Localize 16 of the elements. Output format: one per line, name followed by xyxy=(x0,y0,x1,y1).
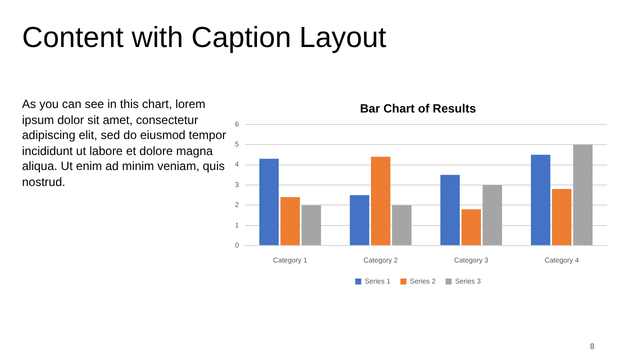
bar xyxy=(370,156,390,246)
bar xyxy=(302,205,321,246)
bar xyxy=(573,144,593,246)
bar xyxy=(461,209,481,246)
bar xyxy=(440,174,460,246)
bar xyxy=(350,195,370,246)
text: As you can see in this chart, lorem ipsum dolor sit amet, consectetur adipiscing elit, sed do eiusmod tempor incididunt ut labore et dolore magna aliqua. Ut enim ad minim veniam, quis nostrud. xyxy=(22,97,227,190)
bar xyxy=(280,197,300,246)
bar xyxy=(392,205,412,246)
bar xyxy=(530,154,550,246)
bar xyxy=(482,185,502,246)
text: Content with Caption Layout xyxy=(22,22,386,55)
chart-title: Bar Chart of Results xyxy=(360,102,476,116)
bar xyxy=(259,158,279,246)
bar xyxy=(552,189,572,246)
text: 8 xyxy=(590,342,594,351)
